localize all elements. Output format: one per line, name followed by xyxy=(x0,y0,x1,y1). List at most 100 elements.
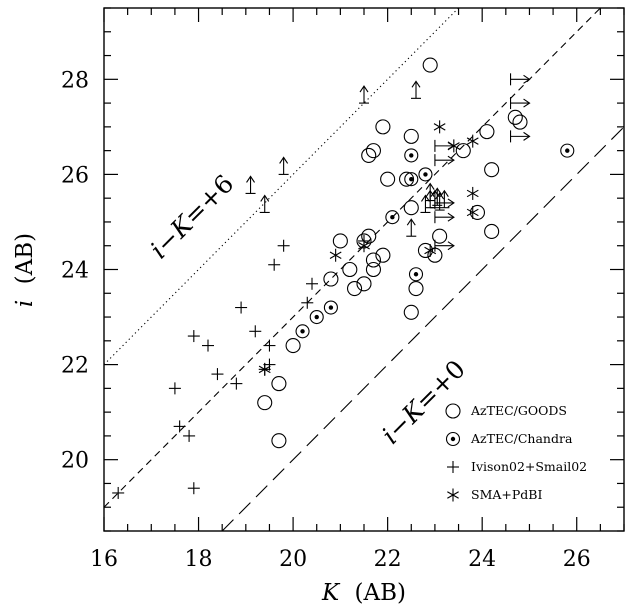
x-tick-label: 16 xyxy=(90,547,118,572)
point-open-circle-0-26 xyxy=(455,143,471,159)
axis-ticks xyxy=(103,7,625,532)
point-open-circle-0-14 xyxy=(361,147,377,163)
point-asterisk-3-1 xyxy=(329,248,342,262)
line-label-6: i−K=+6 xyxy=(144,169,239,264)
reference-lines xyxy=(103,7,625,532)
limit-arrow-right-17 xyxy=(434,239,455,252)
point-dotted-circle-1-7 xyxy=(418,167,433,182)
x-tick-label: 22 xyxy=(374,547,402,572)
point-asterisk-3-4 xyxy=(433,120,446,134)
point-asterisk-3-3 xyxy=(424,243,437,257)
axis-tick-labels: 16 18 20 22 24 26 20 22 24 26 28 xyxy=(61,68,591,572)
limit-arrow-right-16 xyxy=(434,211,455,224)
limit-arrows xyxy=(245,73,531,252)
point-open-circle-0-5 xyxy=(332,233,348,249)
point-asterisk-3-6 xyxy=(466,134,479,148)
legend-marker-open-circle xyxy=(445,403,461,419)
point-open-circle-0-18 xyxy=(398,171,415,187)
point-open-circle-0-27 xyxy=(469,204,486,220)
x-tick-label: 24 xyxy=(468,547,496,572)
limit-arrow-up-6 xyxy=(420,194,431,213)
point-plus-2-8 xyxy=(230,377,243,390)
point-dotted-circle-1-2 xyxy=(323,300,338,315)
limit-arrow-right-18 xyxy=(509,73,531,86)
point-dotted-circle-1-0 xyxy=(295,324,310,339)
point-plus-2-9 xyxy=(235,301,248,314)
point-open-circle-0-2 xyxy=(271,433,287,449)
limit-arrow-up-0 xyxy=(245,175,256,194)
point-plus-2-5 xyxy=(187,330,200,343)
point-open-circle-0-24 xyxy=(432,228,448,244)
point-plus-2-6 xyxy=(202,339,214,352)
point-dotted-circle-1-5 xyxy=(404,172,419,187)
legend-marker-plus xyxy=(447,461,459,473)
point-plus-2-13 xyxy=(263,339,276,352)
y-tick-label: 20 xyxy=(61,449,89,474)
point-open-circle-0-21 xyxy=(408,280,424,297)
point-open-circle-0-30 xyxy=(484,223,500,240)
limit-arrow-up-3 xyxy=(359,85,369,104)
point-open-circle-0-22 xyxy=(417,242,434,259)
line-label-0: i−K=+0 xyxy=(376,354,471,449)
point-asterisk-3-7 xyxy=(466,186,479,200)
point-asterisk-3-8 xyxy=(466,205,479,219)
limit-arrow-up-1 xyxy=(259,194,270,213)
limit-arrow-right-13 xyxy=(434,139,455,152)
x-axis-label-unit: (AB) xyxy=(355,580,406,606)
line-i-k-3 xyxy=(103,7,601,508)
point-plus-2-14 xyxy=(268,258,281,271)
point-open-circle-0-8 xyxy=(356,276,372,292)
point-open-circle-0-4 xyxy=(323,271,339,287)
limit-arrow-right-15 xyxy=(434,196,455,209)
data-points xyxy=(112,57,575,499)
point-open-circle-0-23 xyxy=(422,57,438,73)
point-open-circle-0-19 xyxy=(403,128,419,144)
point-dotted-circle-1-4 xyxy=(404,148,419,163)
point-dotted-circle-1-6 xyxy=(408,267,424,282)
point-open-circle-0-17 xyxy=(380,171,396,187)
limit-arrow-right-14 xyxy=(434,154,455,167)
point-open-circle-0-7 xyxy=(346,280,363,297)
line-i-k-6 xyxy=(103,7,459,365)
y-tick-label: 26 xyxy=(61,163,89,188)
point-open-circle-0-16 xyxy=(375,119,391,135)
point-open-circle-0-31 xyxy=(507,109,523,125)
point-plus-2-3 xyxy=(183,429,196,442)
point-open-circle-0-0 xyxy=(257,395,273,411)
y-axis-label-var: i xyxy=(12,300,38,307)
limit-arrow-up-5 xyxy=(406,218,417,237)
point-open-circle-0-3 xyxy=(285,338,301,354)
limit-arrow-up-2 xyxy=(278,156,289,175)
point-dotted-circle-1-3 xyxy=(385,210,400,225)
limit-arrow-up-11 xyxy=(439,189,450,209)
x-tick-label: 26 xyxy=(563,547,591,572)
legend-marker-dotted-circle xyxy=(445,431,461,447)
point-plus-2-7 xyxy=(211,368,224,381)
point-open-circle-0-6 xyxy=(342,261,358,278)
point-plus-2-12 xyxy=(263,358,276,371)
x-axis-label-var: K xyxy=(321,580,341,606)
point-plus-2-16 xyxy=(301,296,314,309)
point-open-circle-0-13 xyxy=(375,247,391,263)
point-open-circle-0-1 xyxy=(271,376,287,392)
y-axis-label-unit: (AB) xyxy=(12,233,38,284)
point-plus-2-10 xyxy=(249,325,262,338)
legend-label: AzTEC/GOODS xyxy=(470,403,567,418)
line-labels: i−K=+6 i−K=+0 xyxy=(144,169,471,450)
legend: AzTEC/GOODS AzTEC/Chandra Ivison02+Smail02… xyxy=(445,403,587,502)
point-open-circle-0-28 xyxy=(479,124,495,140)
y-tick-label: 22 xyxy=(61,354,89,379)
y-tick-label: 24 xyxy=(61,259,89,284)
point-plus-2-0 xyxy=(112,486,125,499)
point-asterisk-3-2 xyxy=(358,239,370,253)
legend-label: SMA+PdBI xyxy=(471,487,542,502)
y-tick-label: 28 xyxy=(61,68,89,93)
y-axis-label: i (AB) xyxy=(12,233,38,307)
legend-marker-asterisk xyxy=(447,488,459,502)
point-open-circle-0-29 xyxy=(484,162,500,178)
point-open-circle-0-32 xyxy=(512,114,528,130)
x-tick-label: 20 xyxy=(279,547,307,572)
point-plus-2-15 xyxy=(277,239,290,252)
point-dotted-circle-1-8 xyxy=(560,143,575,158)
